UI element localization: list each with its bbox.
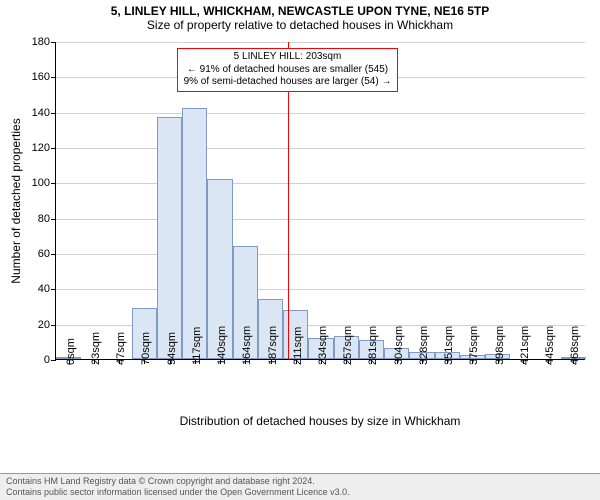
x-tick-label: 70sqm [140,332,152,365]
x-axis-label: Distribution of detached houses by size … [180,414,461,428]
y-tick-label: 60 [38,248,56,260]
grid-line [56,219,585,220]
x-tick-label: 328sqm [418,326,430,365]
y-axis-label: Number of detached properties [9,118,23,283]
x-tick-label: 47sqm [115,332,127,365]
annotation-line3: 9% of semi-detached houses are larger (5… [184,76,392,89]
y-tick-label: 0 [44,354,56,366]
x-tick-label: 257sqm [342,326,354,365]
y-tick-label: 40 [38,283,56,295]
footer-line2: Contains public sector information licen… [6,487,594,498]
x-tick-label: 0sqm [65,338,77,365]
annotation-line1: 5 LINLEY HILL: 203sqm [184,51,392,64]
chart-titles: 5, LINLEY HILL, WHICKHAM, NEWCASTLE UPON… [0,0,600,32]
x-tick-label: 234sqm [317,326,329,365]
x-tick-label: 375sqm [468,326,480,365]
x-tick-label: 94sqm [166,332,178,365]
x-tick-label: 445sqm [544,326,556,365]
grid-line [56,183,585,184]
y-tick-label: 80 [38,213,56,225]
x-tick-label: 304sqm [393,326,405,365]
y-tick-label: 20 [38,319,56,331]
y-tick-label: 180 [32,36,56,48]
x-tick-label: 23sqm [90,332,102,365]
x-tick-label: 211sqm [292,327,304,365]
x-tick-label: 281sqm [367,326,379,365]
grid-line [56,113,585,114]
histogram-bar [182,108,207,359]
x-tick-label: 351sqm [443,326,455,365]
y-tick-label: 120 [32,142,56,154]
y-tick-label: 140 [32,107,56,119]
x-tick-label: 140sqm [216,326,228,365]
grid-line [56,148,585,149]
y-tick-label: 100 [32,177,56,189]
grid-line [56,289,585,290]
annotation-box: 5 LINLEY HILL: 203sqm← 91% of detached h… [177,48,399,92]
grid-line [56,42,585,43]
x-tick-label: 117sqm [191,327,203,365]
chart-footer: Contains HM Land Registry data © Crown c… [0,473,600,500]
annotation-line2: ← 91% of detached houses are smaller (54… [184,64,392,77]
grid-line [56,254,585,255]
x-tick-label: 421sqm [519,326,531,365]
chart-title-line2: Size of property relative to detached ho… [0,18,600,32]
x-tick-label: 164sqm [241,326,253,365]
plot-area: 0204060801001201401601800sqm23sqm47sqm70… [55,42,585,360]
footer-line1: Contains HM Land Registry data © Crown c… [6,476,594,487]
histogram-bar [157,117,182,359]
y-tick-label: 160 [32,71,56,83]
x-tick-label: 187sqm [267,326,279,365]
plot-area-wrap: 0204060801001201401601800sqm23sqm47sqm70… [55,42,585,360]
x-tick-label: 398sqm [494,326,506,365]
x-tick-label: 468sqm [569,326,581,365]
chart-title-line1: 5, LINLEY HILL, WHICKHAM, NEWCASTLE UPON… [0,4,600,18]
chart-container: 5, LINLEY HILL, WHICKHAM, NEWCASTLE UPON… [0,0,600,500]
